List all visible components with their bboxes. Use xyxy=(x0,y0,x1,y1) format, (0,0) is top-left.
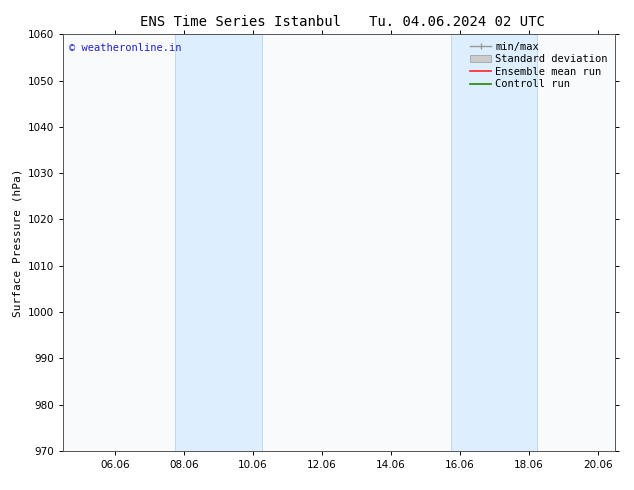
Bar xyxy=(176,34,262,451)
Bar xyxy=(451,34,538,451)
Text: Tu. 04.06.2024 02 UTC: Tu. 04.06.2024 02 UTC xyxy=(368,15,545,29)
Text: ENS Time Series Istanbul: ENS Time Series Istanbul xyxy=(140,15,342,29)
Y-axis label: Surface Pressure (hPa): Surface Pressure (hPa) xyxy=(13,168,23,317)
Text: © weatheronline.in: © weatheronline.in xyxy=(69,43,181,52)
Legend: min/max, Standard deviation, Ensemble mean run, Controll run: min/max, Standard deviation, Ensemble me… xyxy=(468,40,610,92)
